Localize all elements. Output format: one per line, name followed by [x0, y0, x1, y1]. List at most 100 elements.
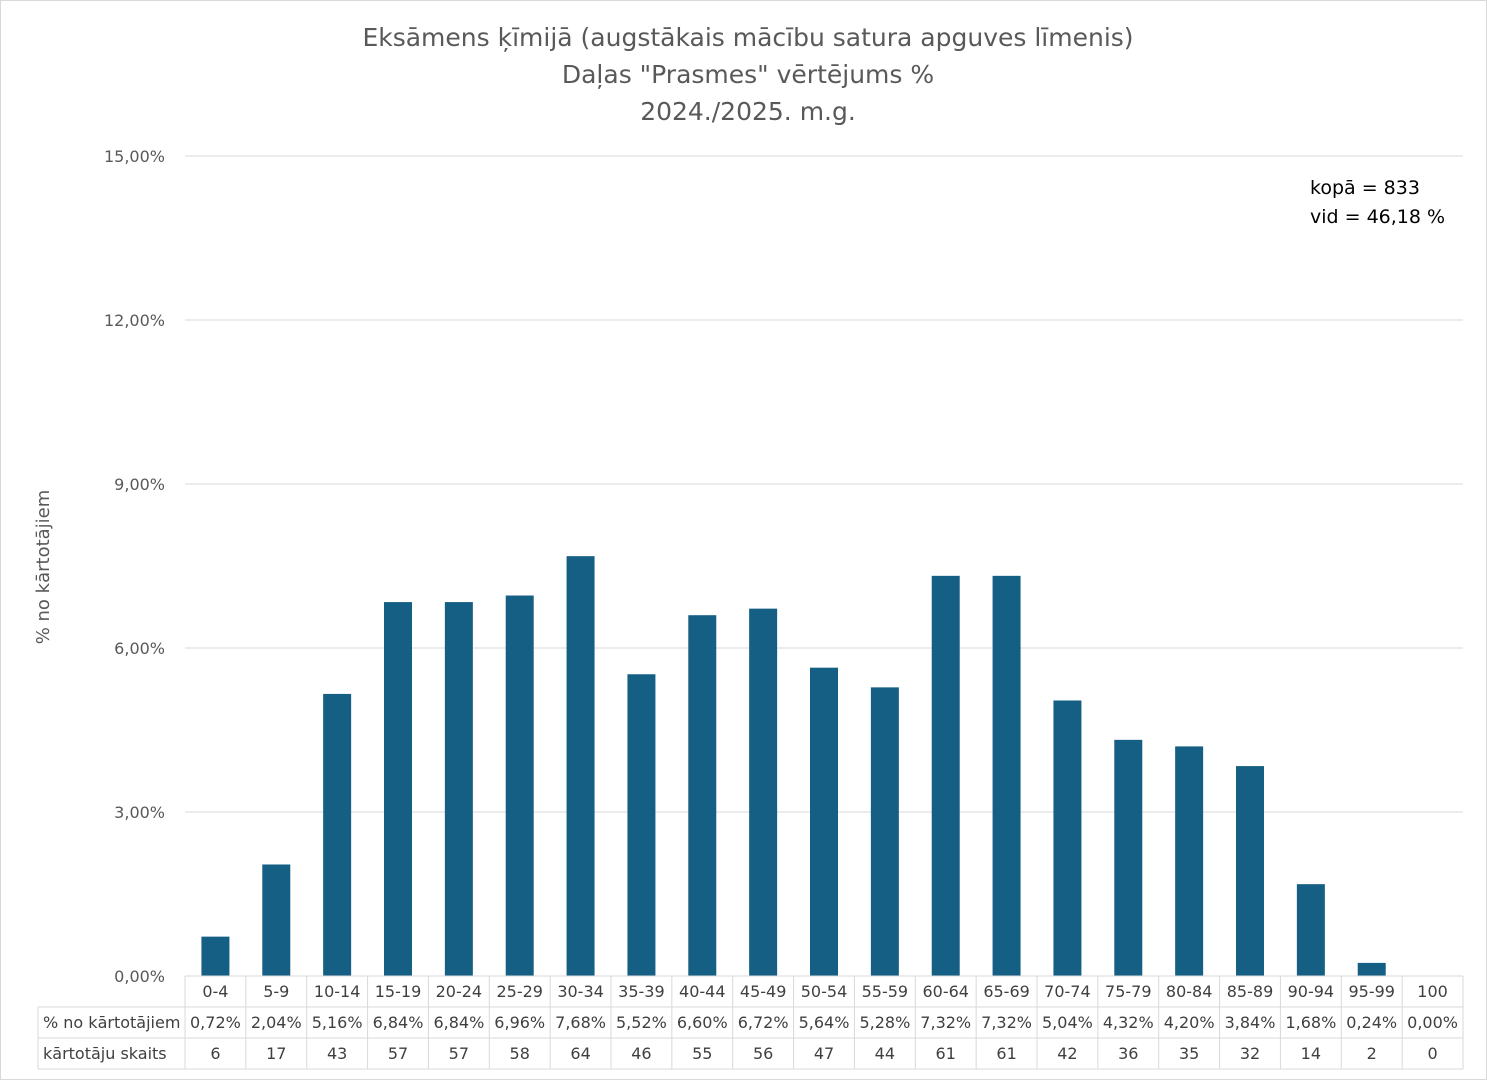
table-cell: 6,72%: [738, 1013, 789, 1032]
x-tick-label: 25-29: [496, 982, 543, 1001]
table-cell: 6,84%: [433, 1013, 484, 1032]
table-cell: 55: [692, 1044, 712, 1063]
x-tick-label: 45-49: [740, 982, 787, 1001]
bar: [1114, 739, 1143, 976]
bar: [1296, 884, 1325, 976]
table-cell: 42: [1057, 1044, 1077, 1063]
x-tick-label: 100: [1417, 982, 1448, 1001]
table-cell: 6: [210, 1044, 220, 1063]
table-cell: 7,32%: [981, 1013, 1032, 1032]
bar: [931, 575, 960, 976]
bar: [1357, 962, 1386, 976]
table-cell: 3,84%: [1225, 1013, 1276, 1032]
table-cell: 2,04%: [251, 1013, 302, 1032]
table-cell: 57: [388, 1044, 408, 1063]
chart-title: Eksāmens ķīmijā (augstākais mācību satur…: [362, 23, 1133, 126]
x-tick-label: 55-59: [862, 982, 909, 1001]
bar: [323, 693, 352, 976]
y-tick-label: 3,00%: [114, 803, 165, 822]
bar: [992, 575, 1021, 976]
table-cell: 7,68%: [555, 1013, 606, 1032]
table-cell: 61: [996, 1044, 1016, 1063]
table-cell: 0,00%: [1407, 1013, 1458, 1032]
chart-title-line: 2024./2025. m.g.: [640, 97, 856, 126]
bar: [444, 602, 473, 976]
bar: [201, 936, 230, 976]
table-cell: 56: [753, 1044, 773, 1063]
bar: [1175, 746, 1204, 976]
y-tick-label: 6,00%: [114, 639, 165, 658]
table-cell: 17: [266, 1044, 286, 1063]
table-cell: 4,20%: [1164, 1013, 1215, 1032]
table-cell: 47: [814, 1044, 834, 1063]
table-cell: 6,60%: [677, 1013, 728, 1032]
x-tick-label: 75-79: [1105, 982, 1152, 1001]
x-tick-label: 30-34: [557, 982, 604, 1001]
bar: [1236, 766, 1264, 976]
bar: [688, 615, 717, 976]
table-cell: 14: [1301, 1044, 1321, 1063]
y-tick-label: 0,00%: [114, 967, 165, 986]
x-tick-label: 90-94: [1288, 982, 1335, 1001]
x-tick-label: 80-84: [1166, 982, 1213, 1001]
bar: [262, 864, 291, 976]
x-tick-label: 60-64: [922, 982, 969, 1001]
annotation-line: kopā = 833: [1310, 177, 1420, 199]
table-cell: 5,52%: [616, 1013, 667, 1032]
table-cell: 2: [1367, 1044, 1377, 1063]
x-tick-label: 10-14: [314, 982, 361, 1001]
y-tick-label: 15,00%: [104, 147, 165, 166]
bar: [384, 602, 412, 976]
table-cell: 7,32%: [920, 1013, 971, 1032]
bar: [505, 595, 534, 976]
x-tick-label: 50-54: [801, 982, 848, 1001]
x-tick-label: 65-69: [983, 982, 1030, 1001]
table-cell: 61: [936, 1044, 956, 1063]
table-cell: 6,84%: [373, 1013, 424, 1032]
table-cell: 57: [449, 1044, 469, 1063]
table-cell: 64: [570, 1044, 590, 1063]
bar: [870, 687, 899, 976]
chart-title-line: Eksāmens ķīmijā (augstākais mācību satur…: [362, 23, 1133, 52]
table-cell: 32: [1240, 1044, 1260, 1063]
bars: [201, 556, 1386, 976]
bar: [749, 608, 778, 976]
table-row-header: % no kārtotājiem: [43, 1013, 180, 1032]
table-cell: 44: [875, 1044, 895, 1063]
bar: [627, 674, 656, 976]
table-cell: 43: [327, 1044, 347, 1063]
x-tick-label: 40-44: [679, 982, 726, 1001]
table-cell: 58: [510, 1044, 530, 1063]
x-tick-label: 15-19: [375, 982, 422, 1001]
chart-title-line: Daļas "Prasmes" vērtējums %: [562, 60, 934, 89]
x-tick-label: 35-39: [618, 982, 665, 1001]
x-tick-label: 20-24: [436, 982, 483, 1001]
y-axis-ticks: 0,00% 3,00% 6,00% 9,00% 12,00% 15,00%: [104, 147, 165, 986]
table-cell: 1,68%: [1285, 1013, 1336, 1032]
table-cell: 5,64%: [799, 1013, 850, 1032]
bar: [1053, 700, 1082, 976]
table-cell: 5,04%: [1042, 1013, 1093, 1032]
table-cell: 0,24%: [1346, 1013, 1397, 1032]
data-table: 0-4 5-9 10-14 15-19 20-24 25-29 30-34 35-39 40-4…: [37, 975, 1464, 1070]
table-cell: 46: [631, 1044, 651, 1063]
table-cell: 36: [1118, 1044, 1138, 1063]
table-row-header: kārtotāju skaits: [43, 1044, 167, 1063]
table-cell: 0,72%: [190, 1013, 241, 1032]
y-tick-label: 9,00%: [114, 475, 165, 494]
y-axis-label: % no kārtotājiem: [33, 490, 54, 645]
table-cell: 35: [1179, 1044, 1199, 1063]
annotation-box: kopā = 833 vid = 46,18 %: [1310, 177, 1445, 228]
x-tick-label: 0-4: [202, 982, 228, 1001]
table-cell: 6,96%: [494, 1013, 545, 1032]
bar: [810, 667, 838, 976]
table-cell: 4,32%: [1103, 1013, 1154, 1032]
annotation-line: vid = 46,18 %: [1310, 206, 1445, 228]
x-tick-label: 95-99: [1348, 982, 1395, 1001]
x-tick-label: 85-89: [1227, 982, 1274, 1001]
x-tick-label: 5-9: [263, 982, 289, 1001]
y-tick-label: 12,00%: [104, 311, 165, 330]
table-cell: 5,16%: [312, 1013, 363, 1032]
